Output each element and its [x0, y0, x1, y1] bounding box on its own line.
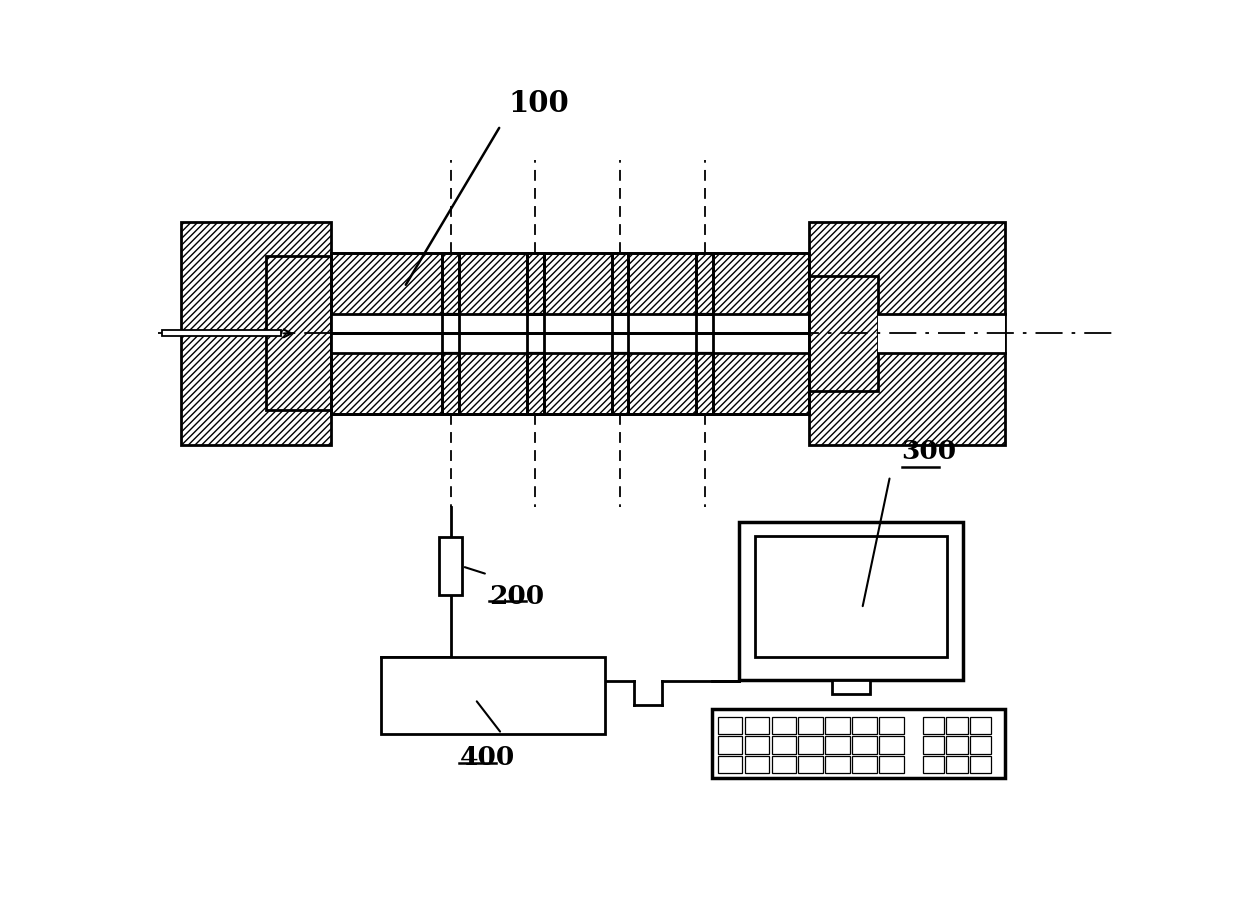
Bar — [852, 756, 877, 773]
Bar — [878, 717, 903, 734]
Bar — [740, 522, 963, 680]
Bar — [947, 736, 968, 753]
Bar — [696, 353, 714, 415]
Bar — [798, 756, 823, 773]
Bar — [527, 252, 544, 415]
Bar — [696, 252, 714, 314]
Bar — [852, 717, 877, 734]
Bar — [923, 756, 944, 773]
Bar — [809, 221, 1005, 445]
Bar — [331, 333, 809, 415]
Bar — [712, 709, 1005, 779]
Text: 200: 200 — [489, 584, 544, 609]
Bar — [878, 736, 903, 753]
Bar — [331, 252, 809, 333]
Bar — [798, 736, 823, 753]
Text: 300: 300 — [902, 439, 957, 465]
Bar — [970, 736, 991, 753]
Bar — [612, 252, 628, 415]
Bar — [382, 657, 605, 733]
Bar — [331, 252, 809, 333]
Bar — [772, 717, 797, 734]
Bar — [825, 736, 850, 753]
Bar — [878, 756, 903, 773]
Bar — [923, 736, 944, 753]
Bar — [612, 252, 628, 314]
Bar — [745, 717, 769, 734]
Bar — [745, 736, 769, 753]
Bar — [181, 221, 331, 445]
Bar — [717, 756, 742, 773]
Bar — [717, 717, 742, 734]
Bar — [831, 680, 870, 694]
Bar — [717, 736, 742, 753]
Bar — [772, 736, 797, 753]
Bar — [331, 314, 809, 353]
Bar — [527, 353, 544, 415]
Bar — [970, 756, 991, 773]
Text: 100: 100 — [508, 88, 569, 118]
Bar — [266, 256, 331, 410]
Bar — [947, 756, 968, 773]
Bar — [809, 276, 878, 391]
Bar — [852, 736, 877, 753]
Bar — [162, 331, 281, 335]
Bar — [755, 536, 948, 657]
Bar — [696, 252, 714, 415]
Bar — [439, 537, 462, 595]
Bar — [527, 252, 544, 314]
Bar — [923, 717, 944, 734]
Bar — [331, 333, 809, 415]
Bar — [798, 717, 823, 734]
Bar — [442, 252, 458, 415]
Bar — [612, 353, 628, 415]
Bar — [825, 717, 850, 734]
Bar — [442, 353, 458, 415]
Bar — [772, 756, 797, 773]
Bar — [970, 717, 991, 734]
Bar — [745, 756, 769, 773]
Bar — [878, 314, 1005, 353]
Bar — [947, 717, 968, 734]
Bar — [825, 756, 850, 773]
Bar — [442, 252, 458, 314]
Text: 400: 400 — [460, 745, 514, 771]
